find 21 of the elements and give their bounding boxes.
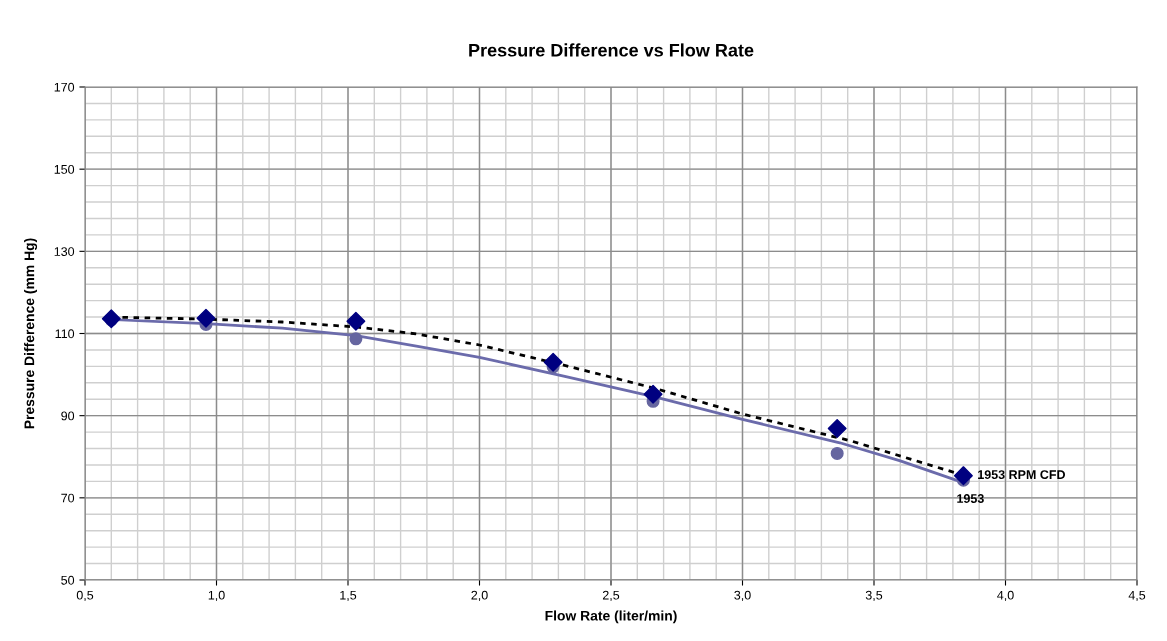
x-tick-label: 3,0	[734, 590, 751, 602]
y-tick-label: 170	[54, 82, 75, 92]
y-tick-label: 70	[61, 493, 75, 503]
x-tick-label: 2,5	[602, 590, 620, 602]
y-axis-title: Pressure Difference (mm Hg)	[24, 238, 38, 429]
x-tick-label: 0,5	[76, 590, 94, 602]
y-tick-label: 130	[54, 247, 75, 256]
y-tick-label: 90	[61, 411, 75, 421]
x-tick-label: 2,0	[471, 590, 488, 602]
y-tick-label: 150	[54, 164, 75, 174]
series-label: 1953	[957, 494, 984, 503]
x-tick-label: 4,5	[1128, 590, 1146, 602]
y-tick-label: 110	[55, 329, 75, 339]
x-tick-label: 4,0	[997, 590, 1014, 602]
chart-title: Pressure Difference vs Flow Rate	[469, 43, 754, 57]
x-tick-label: 1,5	[340, 590, 357, 602]
x-tick-label: 1,0	[208, 590, 225, 602]
x-tick-label: 3,5	[865, 590, 883, 602]
y-tick-label: 50	[61, 575, 75, 585]
x-axis-title: Flow Rate (liter/min)	[545, 610, 677, 624]
series-label: 1953 RPM CFD	[978, 470, 1065, 480]
